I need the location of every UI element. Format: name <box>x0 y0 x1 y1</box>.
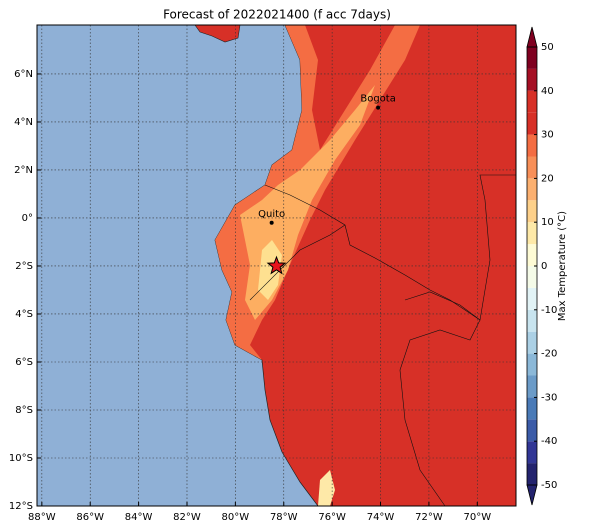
colorbar-band <box>527 266 537 288</box>
x-tick-label: 84°W <box>125 512 153 523</box>
colorbar-label: Max Temperature (°C) <box>557 211 568 321</box>
colorbar-band <box>527 331 537 354</box>
colorbar-band <box>527 441 537 464</box>
y-tick-label: 2°S <box>15 261 33 272</box>
temp-band-south <box>318 470 335 506</box>
colorbar-tick-label: -10 <box>541 305 557 316</box>
x-tick-label: 88°W <box>28 512 56 523</box>
border <box>249 224 481 507</box>
city-dot <box>376 105 381 110</box>
y-tick-label: 6°S <box>15 357 33 368</box>
colorbar-band <box>527 90 537 113</box>
map-area <box>37 24 517 507</box>
colorbar-tick-label: 20 <box>541 173 554 184</box>
colorbar-tick-label: 40 <box>541 86 554 97</box>
colorbar-band <box>527 287 537 310</box>
colorbar-band <box>527 178 537 201</box>
colorbar-band <box>527 68 537 91</box>
y-tick-label: 6°N <box>14 69 33 80</box>
x-tick-label: 80°W <box>222 512 250 523</box>
map-title: Forecast of 2022021400 (f acc 7days) <box>163 8 391 22</box>
colorbar-tick-label: -20 <box>541 349 557 360</box>
colorbar-tick-label: 10 <box>541 217 554 228</box>
star-marker <box>266 255 287 275</box>
x-tick-label: 78°W <box>270 512 298 523</box>
x-tick-label: 74°W <box>367 512 395 523</box>
x-tick-label: 76°W <box>318 512 346 523</box>
colorbar-band <box>527 112 537 135</box>
x-tick-label: 86°W <box>76 512 104 523</box>
temp-band-pale <box>258 240 282 300</box>
colorbar-tick-label: -40 <box>541 436 557 447</box>
y-tick-label: 2°N <box>14 165 33 176</box>
colorbar-tick-label: 50 <box>541 42 554 53</box>
colorbar-extend-min <box>526 484 538 506</box>
colorbar-band <box>527 156 537 179</box>
x-tick-label: 72°W <box>415 512 443 523</box>
colorbar-band <box>527 222 537 245</box>
y-tick-label: 8°S <box>15 405 33 416</box>
colorbar-band <box>527 200 537 223</box>
colorbar-band <box>527 244 537 266</box>
y-tick-label: 10°S <box>9 453 33 464</box>
y-tick-label: 4°N <box>14 117 33 128</box>
city-label: Bogota <box>360 94 396 105</box>
colorbar-band <box>527 309 537 332</box>
y-tick-label: 12°S <box>9 501 33 512</box>
x-tick-label: 82°W <box>173 512 201 523</box>
colorbar-band <box>527 353 537 376</box>
colorbar-tick-label: 0 <box>541 261 547 272</box>
y-tick-label: 0° <box>22 213 33 224</box>
x-tick-label: 70°W <box>463 512 491 523</box>
colorbar-band <box>527 419 537 442</box>
colorbar-tick-label: -30 <box>541 392 557 403</box>
colorbar-band <box>527 47 537 69</box>
y-tick-label: 4°S <box>15 309 33 320</box>
border <box>264 174 516 321</box>
city-label: Quito <box>258 209 285 220</box>
colorbar-tick-label: 30 <box>541 130 554 141</box>
colorbar-band <box>527 463 537 485</box>
colorbar-band <box>527 375 537 398</box>
city-dot <box>269 220 274 225</box>
colorbar-band <box>527 397 537 420</box>
colorbar-extend-max <box>526 26 538 48</box>
colorbar-band <box>527 134 537 157</box>
colorbar-tick-label: -50 <box>541 480 557 491</box>
